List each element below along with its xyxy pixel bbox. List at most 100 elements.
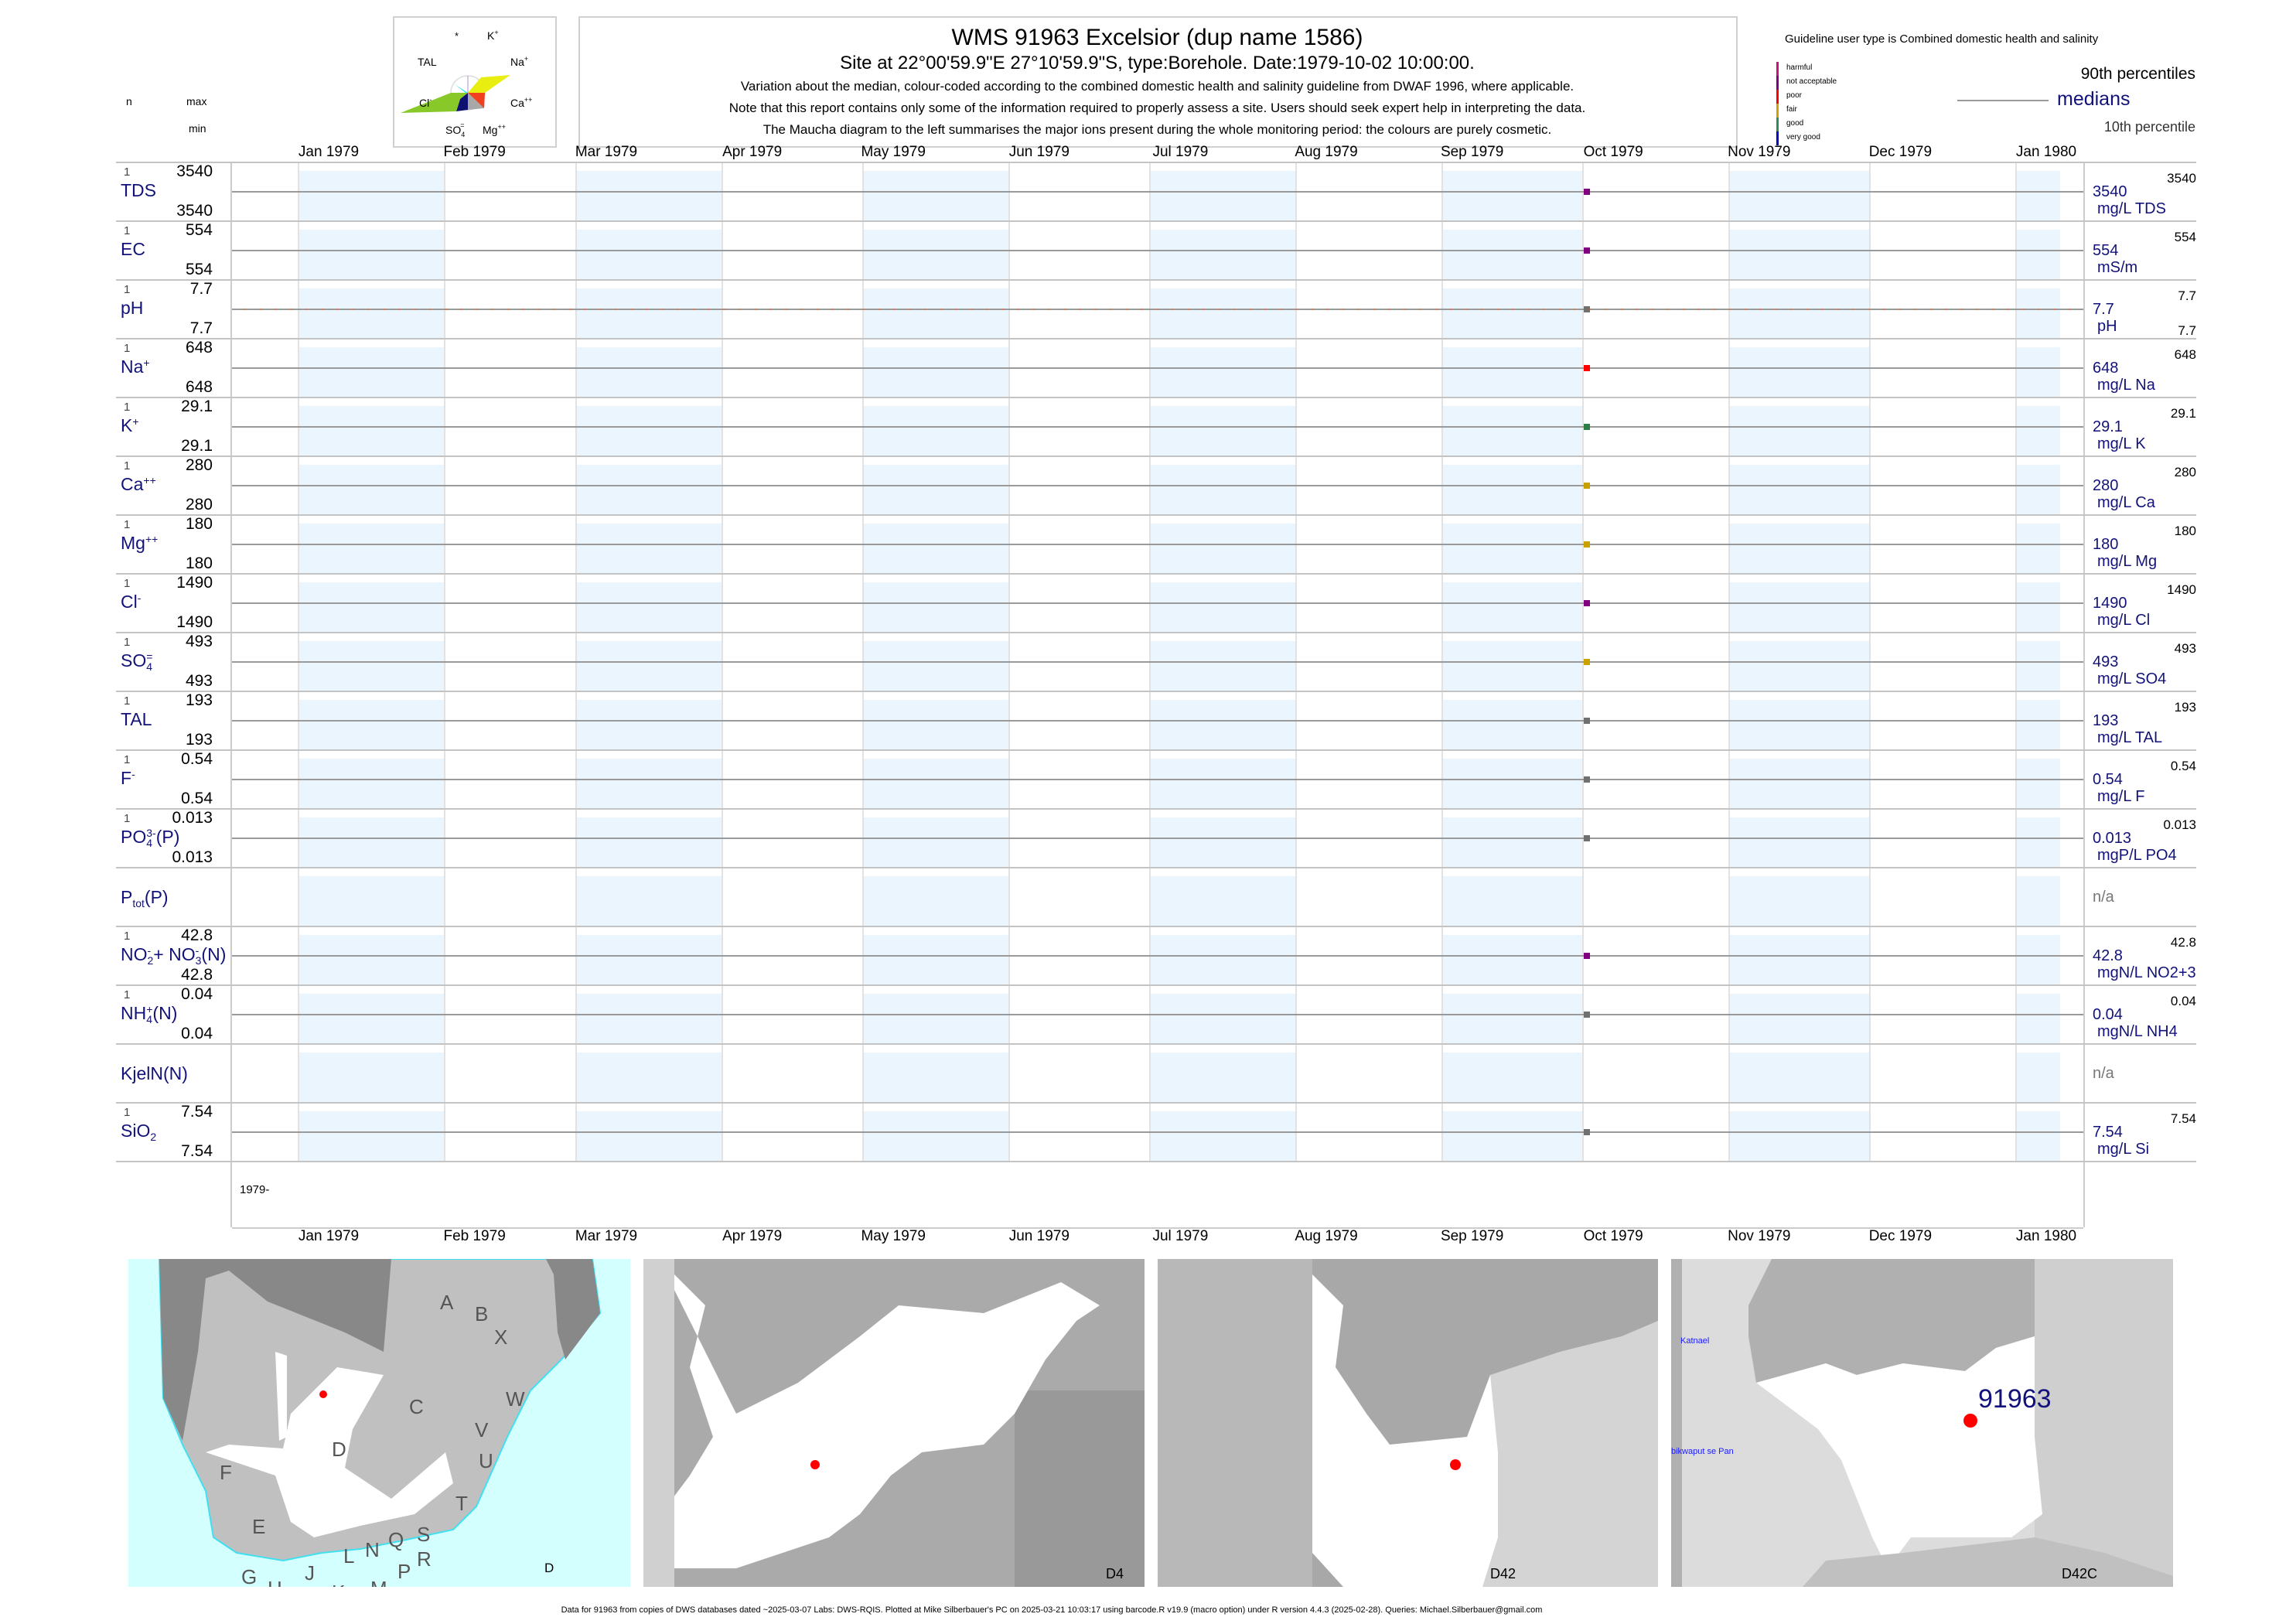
month-gridline [1441, 1045, 1443, 1102]
guideline-dot [1172, 309, 1174, 310]
month-band [1441, 524, 1583, 573]
month-band [2015, 994, 2060, 1043]
param-name-text: Cl [121, 592, 138, 612]
guideline-dot [414, 309, 416, 310]
month-band [1149, 641, 1295, 691]
p90-value: 7.7 [2178, 288, 2196, 303]
site-marker [1450, 1459, 1461, 1470]
p90-value: 648 [2174, 347, 2196, 362]
param-name: NO -2 + NO -3 (N) [121, 944, 226, 966]
month-band [298, 406, 444, 455]
param-name: Ca ++ [121, 474, 156, 496]
p90-value: 554 [2174, 230, 2196, 244]
month-band [862, 288, 1008, 338]
param-name-text: K [121, 415, 133, 435]
param-name: P tot (P) [121, 887, 169, 909]
axis-month-label-top: May 1979 [861, 144, 926, 160]
guideline-dot [1543, 309, 1545, 310]
month-band [2015, 524, 2060, 573]
legend-class-label: poor [1786, 91, 1803, 100]
guideline-dot [507, 309, 509, 310]
guideline-dot [1558, 309, 1561, 310]
p90-value: 0.013 [2163, 817, 2196, 832]
param-name-text: (P) [144, 887, 169, 907]
maucha-label-k: K+ [487, 29, 499, 42]
month-band [862, 817, 1008, 867]
legend-color-bar [1776, 76, 1779, 90]
guideline-dot [305, 309, 308, 310]
sample-count: 1 [124, 224, 131, 237]
guideline-dot [1419, 309, 1421, 310]
sample-count: 1 [124, 283, 131, 296]
month-band [862, 759, 1008, 808]
axis-month-label-top: Nov 1979 [1728, 144, 1791, 160]
month-band [298, 171, 444, 220]
month-band [1441, 641, 1583, 691]
month-band [862, 876, 1008, 926]
month-band [575, 524, 722, 573]
month-band [298, 1053, 444, 1102]
guideline-dot [971, 309, 973, 310]
month-band [1149, 465, 1295, 514]
guideline-dot [1079, 309, 1081, 310]
month-band [862, 700, 1008, 749]
guideline-dot [1404, 309, 1406, 310]
guideline-dot [1125, 309, 1128, 310]
median-line [232, 485, 2083, 486]
subscript [143, 368, 149, 378]
month-band [1441, 935, 1583, 984]
median-line [232, 602, 2083, 604]
note-variation: Variation about the median, colour-coded… [740, 79, 1574, 94]
param-name: K + [121, 415, 139, 437]
month-band [575, 1111, 722, 1161]
param-name-text: Na [121, 357, 144, 377]
p90-value: 29.1 [2170, 406, 2196, 421]
guideline-dot [1156, 309, 1158, 310]
region-letter: W [506, 1387, 525, 1411]
month-band [298, 935, 444, 984]
guideline-dot [1001, 309, 1004, 310]
param-name-script: + [132, 416, 138, 437]
guideline-dot [847, 309, 849, 310]
param-name-script: ++ [145, 534, 158, 554]
unit-label: mg/L F [2097, 788, 2145, 805]
month-band [1149, 759, 1295, 808]
median-value: 0.04 [2093, 1006, 2123, 1023]
param-name: SO = 4 [121, 650, 152, 672]
guideline-dot [708, 309, 710, 310]
unit-label: mgN/L NO2+3 [2097, 964, 2196, 981]
max-value: 180 [185, 515, 213, 533]
col-max: max [186, 95, 207, 107]
guideline-dot [445, 309, 447, 310]
guideline-dot [1017, 309, 1019, 310]
param-name: TDS [121, 180, 156, 201]
param-name-text: P [121, 887, 133, 907]
maucha-label-ca: Ca++ [510, 96, 532, 109]
guideline-dot [1094, 309, 1097, 310]
median-line [232, 779, 2083, 780]
param-name-script: +4 [146, 1004, 152, 1025]
guideline-dot [1280, 309, 1282, 310]
month-gridline [1728, 868, 1730, 926]
param-name: Cl - [121, 592, 141, 613]
median-value: 0.013 [2093, 830, 2132, 847]
param-name-script: tot [132, 889, 145, 909]
guideline-dot [1976, 309, 1978, 310]
note-disclaimer: Note that this report contains only some… [728, 101, 1586, 115]
param-name: TAL [121, 709, 152, 730]
month-band [2015, 1053, 2060, 1102]
min-value: 7.7 [189, 319, 213, 337]
guideline-dot [1713, 309, 1715, 310]
month-band [862, 1053, 1008, 1102]
max-value: 7.54 [181, 1103, 213, 1121]
guideline-dot [1465, 309, 1468, 310]
min-value: 648 [185, 378, 213, 396]
maucha-tal-segment [455, 84, 468, 93]
month-band [862, 994, 1008, 1043]
region-letter: U [479, 1449, 493, 1472]
superscript: ++ [145, 532, 159, 545]
month-gridline [721, 868, 723, 926]
median-line [232, 955, 2083, 957]
min-value: 180 [185, 554, 213, 572]
row-divider [116, 691, 2196, 692]
